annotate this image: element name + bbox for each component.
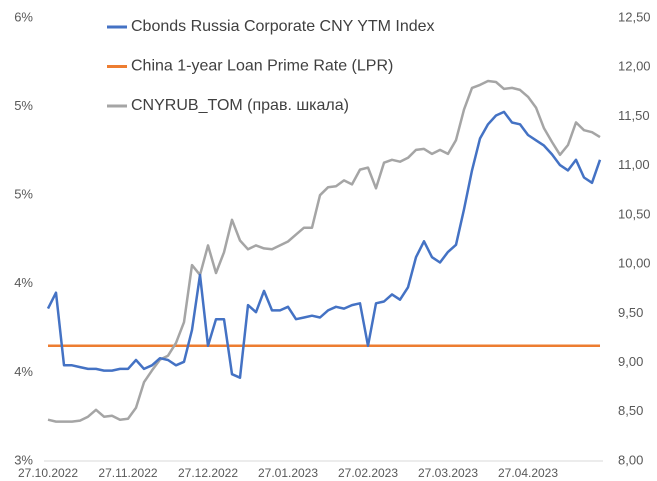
- y2-tick-label: 12,50: [618, 9, 651, 24]
- y-tick-label: 4%: [14, 275, 33, 290]
- series-line: [47, 79, 601, 423]
- y2-tick-label: 10,00: [618, 256, 651, 271]
- legend-label: Cbonds Russia Corporate CNY YTM Index: [131, 18, 435, 35]
- y2-tick-label: 9,00: [618, 354, 643, 369]
- y-tick-label: 5%: [14, 98, 33, 113]
- legend-label: CNYRUB_TOM (прав. шкала): [131, 97, 349, 114]
- series-line: [46, 110, 602, 379]
- y2-tick-label: 9,50: [618, 305, 643, 320]
- x-tick-label: 27.04.2023: [498, 466, 558, 480]
- y-tick-label: 4%: [14, 364, 33, 379]
- x-tick-label: 27.02.2023: [338, 466, 398, 480]
- x-tick-label: 27.11.2022: [98, 466, 157, 480]
- x-tick-label: 27.12.2022: [178, 466, 238, 480]
- x-tick-label: 27.10.2022: [18, 466, 78, 480]
- y2-tick-label: 8,50: [618, 403, 643, 418]
- y2-tick-label: 11,50: [618, 108, 650, 123]
- x-tick-label: 27.01.2023: [258, 466, 318, 480]
- y2-tick-label: 12,00: [618, 59, 651, 74]
- y-tick-label: 5%: [14, 187, 33, 202]
- y2-tick-label: 8,00: [618, 452, 643, 467]
- y-tick-label: 3%: [14, 452, 33, 467]
- y2-tick-label: 11,00: [618, 157, 650, 172]
- y-tick-label: 6%: [14, 9, 33, 24]
- x-tick-label: 27.03.2023: [418, 466, 478, 480]
- y2-tick-label: 10,50: [618, 206, 651, 221]
- legend-label: China 1-year Loan Prime Rate (LPR): [131, 58, 393, 75]
